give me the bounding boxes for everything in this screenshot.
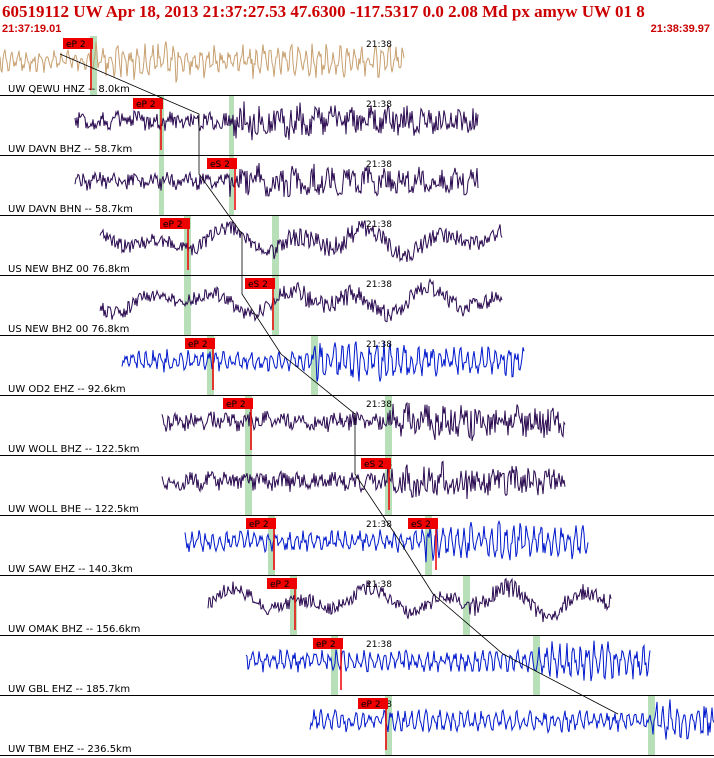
pick-box — [267, 578, 297, 589]
station-label: UW QEWU HNZ -- 8.0km — [8, 84, 130, 95]
pick-label: eP 2 — [361, 700, 381, 710]
station-label: UW TBM EHZ -- 236.5km — [8, 744, 132, 755]
trace-row-5: 21:38 eP 2 UW OD2 EHZ -- 92.6km — [0, 336, 714, 396]
phase-window — [648, 696, 655, 755]
seismogram-plot[interactable]: 21:38 eP 2 UW QEWU HNZ -- 8.0km 21:38 eP 2 UW… — [0, 36, 714, 758]
phase-window — [229, 96, 234, 155]
end-time-label: 21:38:39.97 — [650, 23, 710, 35]
phase-window — [425, 516, 432, 575]
trace-row-6: 21:38 eP 2 UW WOLL BHZ -- 122.5km — [0, 396, 714, 456]
waveform — [121, 341, 525, 382]
station-label: UW OD2 EHZ -- 92.6km — [8, 384, 126, 395]
phase-window — [463, 576, 470, 635]
pick-label: eP 2 — [66, 40, 86, 50]
station-label: UW SAW EHZ -- 140.3km — [8, 564, 133, 575]
minute-label: 21:38 — [366, 520, 392, 530]
minute-label: 21:38 — [366, 160, 392, 170]
start-time-label: 21:37:19.01 — [2, 23, 62, 35]
phase-window — [229, 156, 234, 215]
minute-label: 21:38 — [366, 640, 392, 650]
waveform — [161, 401, 566, 442]
pick-box — [63, 38, 93, 49]
phase-window — [311, 336, 318, 395]
waveform — [161, 460, 566, 500]
minute-label: 21:38 — [366, 580, 392, 590]
trace-row-0: 21:38 eP 2 UW QEWU HNZ -- 8.0km — [0, 36, 714, 96]
pick-label: eP 2 — [270, 580, 290, 590]
pick-label: eS 2 — [364, 460, 384, 470]
station-label: UW DAVN BHN -- 58.7km — [8, 204, 133, 215]
phase-window — [272, 276, 279, 335]
station-label: UW DAVN BHZ -- 58.7km — [8, 144, 132, 155]
trace-row-9: 21:38 eP 2 UW OMAK BHZ -- 156.6km — [0, 576, 714, 636]
pick-box — [133, 98, 163, 109]
waveform — [74, 162, 479, 198]
pick-label: eP 2 — [136, 100, 156, 110]
pick-box — [358, 698, 388, 709]
event-title: 60519112 UW Apr 18, 2013 21:37:27.53 47.… — [2, 2, 645, 21]
pick-box — [185, 338, 215, 349]
station-label: UW WOLL BHE -- 122.5km — [8, 504, 139, 515]
event-header: 60519112 UW Apr 18, 2013 21:37:27.53 47.… — [0, 0, 714, 36]
minute-label: 21:38 — [366, 400, 392, 410]
waveform — [0, 41, 405, 83]
pick-label: eP 2 — [226, 400, 246, 410]
phase-window — [184, 276, 191, 335]
minute-label: 21:38 — [366, 100, 392, 110]
pick-box — [160, 218, 190, 229]
pick-label: eS 2 — [411, 520, 431, 530]
trace-row-8: 21:38 eP 2 eS 2 UW SAW EHZ -- 140.3km — [0, 516, 714, 576]
pick-box — [245, 278, 275, 289]
phase-window — [245, 456, 252, 515]
pick-label: eP 2 — [188, 340, 208, 350]
trace-row-3: 21:38 eP 2 US NEW BHZ 00 76.8km — [0, 216, 714, 276]
trace-row-1: 21:38 eP 2 UW DAVN BHZ -- 58.7km — [0, 96, 714, 156]
waveform — [99, 277, 503, 323]
minute-label: 21:38 — [366, 220, 392, 230]
station-label: US NEW BHZ 00 76.8km — [8, 264, 130, 275]
pick-label: eP 2 — [316, 640, 336, 650]
pick-label: eS 2 — [210, 160, 230, 170]
pick-label: eP 2 — [163, 220, 183, 230]
pick-box — [313, 638, 343, 649]
waveform — [309, 699, 714, 740]
minute-label: 21:38 — [366, 40, 392, 50]
waveform — [74, 101, 479, 141]
trace-row-2: 21:38 eS 2 UW DAVN BHN -- 58.7km — [0, 156, 714, 216]
waveform — [184, 520, 589, 563]
station-label: US NEW BH2 00 76.8km — [8, 324, 129, 335]
phase-window — [290, 576, 297, 635]
waveform — [207, 577, 612, 623]
pick-box — [246, 518, 276, 529]
phase-window — [207, 336, 214, 395]
minute-label: 21:38 — [366, 340, 392, 350]
waveform — [245, 640, 651, 682]
station-label: UW WOLL BHZ -- 122.5km — [8, 444, 139, 455]
travel-time-curve — [59, 53, 619, 715]
pick-box — [361, 458, 391, 469]
pick-box — [223, 398, 253, 409]
pick-label: eP 2 — [249, 520, 269, 530]
phase-window — [272, 216, 279, 275]
trace-row-4: 21:38 eS 2 US NEW BH2 00 76.8km — [0, 276, 714, 336]
minute-label: 21:38 — [366, 280, 392, 290]
waveform — [99, 220, 503, 263]
pick-label: eS 2 — [248, 280, 268, 290]
phase-window — [385, 396, 392, 455]
station-label: UW GBL EHZ -- 185.7km — [8, 684, 130, 695]
trace-row-10: 21:38 eP 2 UW GBL EHZ -- 185.7km — [0, 636, 714, 696]
station-label: UW OMAK BHZ -- 156.6km — [8, 624, 140, 635]
pick-box — [408, 518, 438, 529]
pick-box — [207, 158, 237, 169]
